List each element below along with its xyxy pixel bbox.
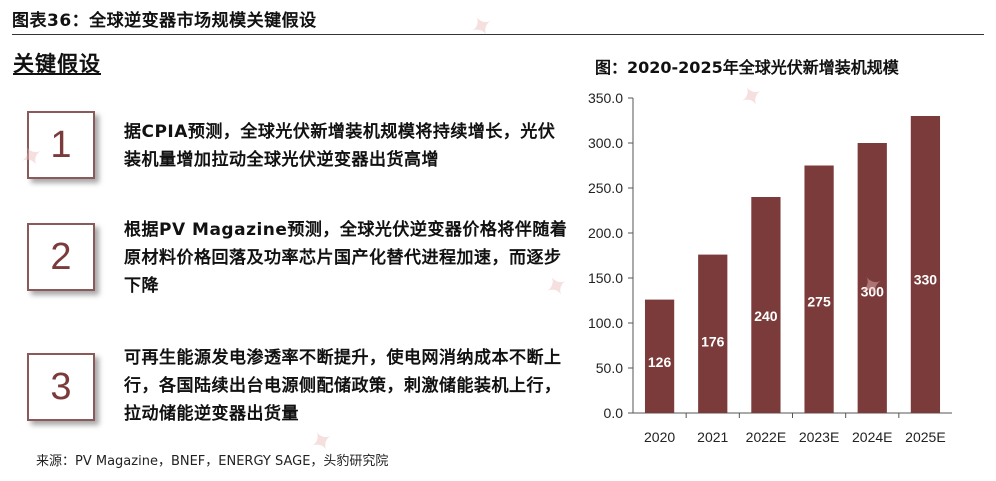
bar-data-label: 126 (648, 354, 672, 370)
bar-data-label: 176 (701, 334, 725, 350)
source-note: 来源：PV Magazine，BNEF，ENERGY SAGE，头豹研究院 (36, 454, 389, 469)
bar-data-label: 240 (754, 308, 778, 324)
assumption-text-1: 据CPIA预测，全球光伏新增装机规模将持续增长，光伏装机量增加拉动全球光伏逆变器… (124, 122, 556, 170)
y-tick-label: 300.0 (588, 135, 623, 151)
bar (698, 254, 728, 413)
y-tick-label: 200.0 (588, 225, 623, 241)
y-tick-label: 250.0 (588, 180, 623, 196)
x-tick-label: 2020 (644, 429, 675, 445)
x-tick-label: 2023E (799, 429, 839, 445)
bar (751, 197, 781, 413)
y-tick-label: 350.0 (588, 90, 623, 106)
assumption-text-3: 可再生能源发电渗透率不断提升，使电网消纳成本不断上行，各国陆续出台电源侧配储政策… (124, 348, 562, 424)
y-tick-label: 150.0 (588, 270, 623, 286)
bar-data-label: 300 (861, 284, 885, 300)
y-tick-label: 0.0 (604, 405, 624, 421)
x-tick-label: 2024E (852, 429, 892, 445)
x-tick-label: 2021 (697, 429, 728, 445)
bar (857, 143, 887, 413)
bar-data-label: 330 (914, 271, 938, 287)
y-tick-label: 50.0 (596, 360, 623, 376)
assumption-number-box-2: 2 (27, 223, 95, 291)
chart-title: 图：2020-2025年全球光伏新增装机规模 (595, 58, 899, 77)
x-tick-label: 2025E (905, 429, 945, 445)
assumption-number-box-3: 3 (27, 353, 95, 421)
bar (910, 116, 941, 413)
bar-data-label: 275 (807, 294, 831, 310)
assumption-number-box-1: 1 (27, 111, 95, 179)
y-tick-label: 100.0 (588, 315, 623, 331)
assumption-text-2: 根据PV Magazine预测，全球光伏逆变器价格将伴随着原材料价格回落及功率芯… (124, 220, 568, 296)
bar (804, 165, 834, 413)
section-title: 关键假设 (13, 52, 101, 76)
header-divider (12, 34, 984, 35)
bar (644, 299, 675, 413)
x-tick-label: 2022E (746, 429, 786, 445)
report-figure-title: 图表36：全球逆变器市场规模关键假设 (12, 11, 317, 31)
